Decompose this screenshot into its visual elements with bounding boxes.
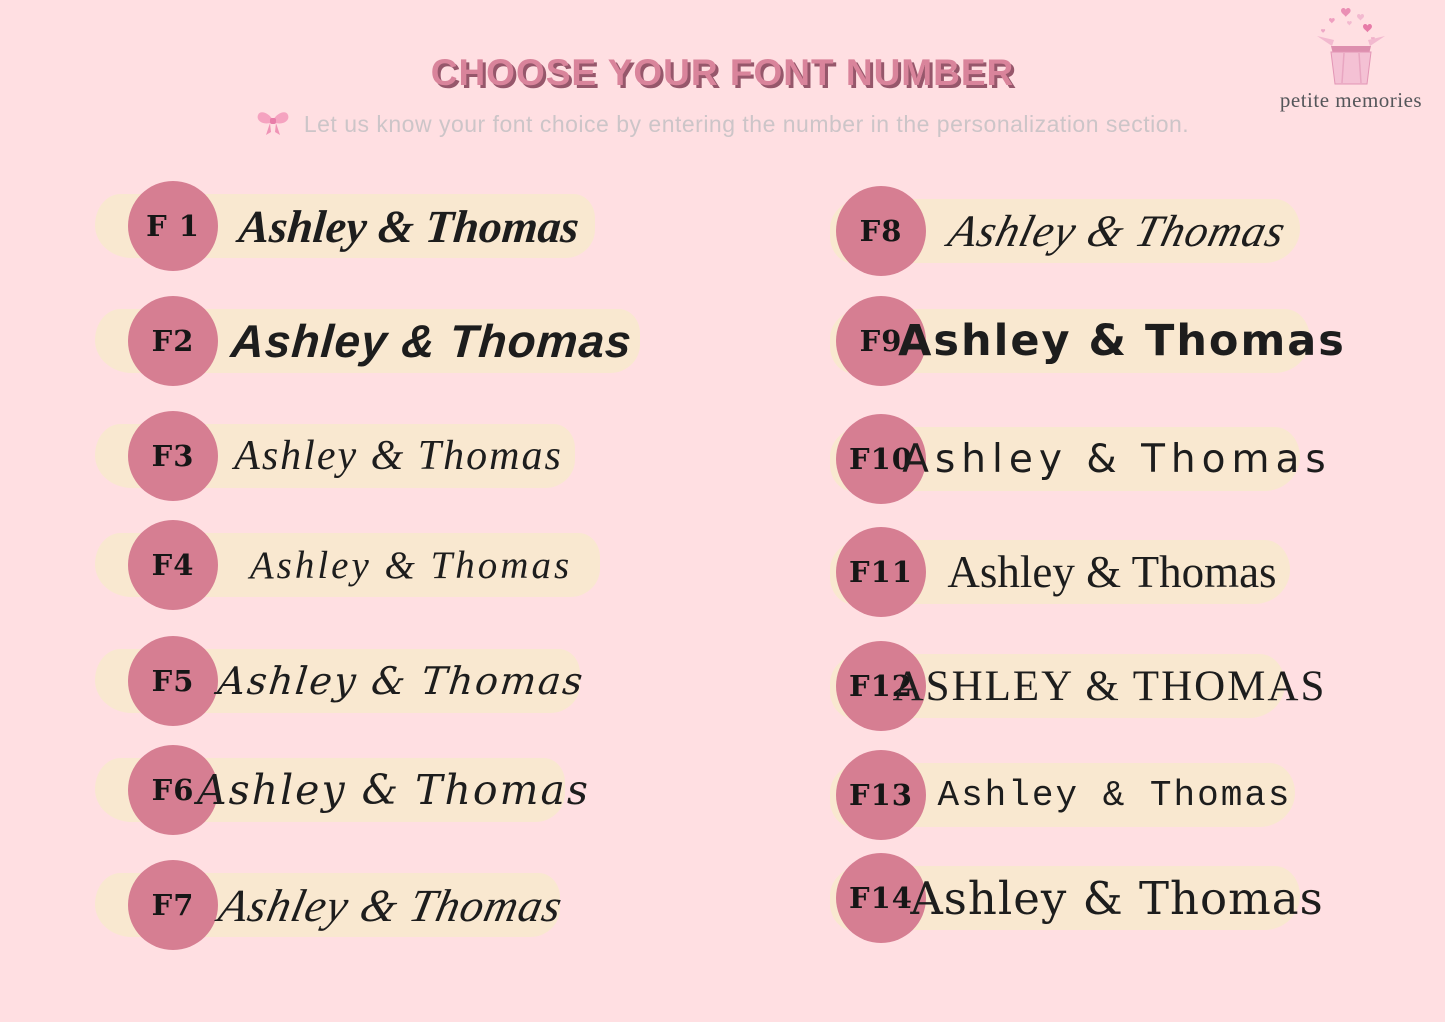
font-number-label: F11 <box>849 555 913 589</box>
font-sample-wrap: Ashley & Thomas <box>940 186 1294 276</box>
font-number-label: F9 <box>859 324 903 358</box>
font-number-label: F5 <box>151 664 195 698</box>
font-sample-wrap: Ashley & Thomas <box>910 853 1322 943</box>
font-sample-text: Ashley & Thomas <box>215 659 587 703</box>
subtitle-row: Let us know your font choice by entering… <box>0 104 1445 144</box>
font-number-badge: F3 <box>128 411 218 501</box>
font-number-label: F13 <box>849 778 913 812</box>
font-sample-wrap: Ashley & Thomas <box>940 527 1284 617</box>
font-sample-wrap: Ashley & Thomas <box>898 296 1344 386</box>
gift-box-with-hearts-icon <box>1263 8 1439 86</box>
font-sample-wrap: Ashley & Thomas <box>197 745 588 835</box>
font-number-label: F10 <box>849 442 913 476</box>
font-sample-text: ASHLEY & THOMAS <box>892 662 1327 710</box>
font-option-f6: F6 Ashley & Thomas <box>95 745 588 835</box>
brand-logo: petite memories <box>1263 8 1439 113</box>
font-number-badge: F9 <box>836 296 926 386</box>
font-sample-text: Ashley & Thomas <box>943 206 1291 256</box>
font-option-f8: F8 Ashley & Thomas <box>830 186 1300 276</box>
font-option-f13: F13 Ashley & Thomas <box>830 750 1295 840</box>
font-sample-text: Ashley & Thomas <box>910 871 1324 925</box>
font-option-f1: F 1 Ashley & Thomas <box>95 181 595 271</box>
font-sample-wrap: Ashley & Thomas <box>215 636 586 726</box>
font-number-label: F2 <box>151 324 195 358</box>
font-option-f5: F5 Ashley & Thomas <box>95 636 587 726</box>
font-option-f2: F2 Ashley & Thomas <box>95 296 640 386</box>
font-sample-text: Ashley & Thomas <box>947 547 1277 597</box>
font-option-f3: F3 Ashley & Thomas <box>95 411 575 501</box>
font-sample-wrap: ASHLEY & THOMAS <box>893 641 1325 731</box>
font-option-f9: F9 Ashley & Thomas <box>830 296 1344 386</box>
font-option-f14: F14 Ashley & Thomas <box>830 853 1323 943</box>
font-number-label: F12 <box>849 669 913 703</box>
font-sample-text: Ashley & Thomas <box>197 766 590 814</box>
font-number-label: F7 <box>151 888 195 922</box>
font-number-badge: F13 <box>836 750 926 840</box>
font-sample-text: Ashley & Thomas <box>236 200 581 252</box>
font-sample-text: Ashley & Thomas <box>234 433 563 479</box>
font-number-label: F3 <box>151 439 195 473</box>
font-number-badge: F8 <box>836 186 926 276</box>
font-sample-wrap: Ashley & Thomas <box>215 860 568 950</box>
font-number-label: F14 <box>849 881 913 915</box>
font-number-label: F4 <box>151 548 195 582</box>
font-number-badge: F2 <box>128 296 218 386</box>
font-sample-text: Ashley & Thomas <box>214 879 568 931</box>
font-sample-wrap: Ashley & Thomas <box>230 520 592 610</box>
font-option-f12: F12 ASHLEY & THOMAS <box>830 641 1325 731</box>
font-number-label: F6 <box>151 773 195 807</box>
font-option-f7: F7 Ashley & Thomas <box>95 860 568 950</box>
font-number-badge: F10 <box>836 414 926 504</box>
brand-name: petite memories <box>1279 88 1423 112</box>
font-number-badge: F11 <box>836 527 926 617</box>
font-number-badge: F12 <box>836 641 926 731</box>
font-sample-wrap: Ashley & Thomas <box>230 411 567 501</box>
font-number-badge: F7 <box>128 860 218 950</box>
font-sample-wrap: Ashley & Thomas <box>902 414 1325 504</box>
font-number-label: F 1 <box>146 209 200 243</box>
font-sample-wrap: Ashley & Thomas <box>228 296 634 386</box>
font-number-badge: F 1 <box>128 181 218 271</box>
font-number-badge: F4 <box>128 520 218 610</box>
font-sample-text: Ashley & Thomas <box>937 774 1292 816</box>
font-sample-text: Ashley & Thomas <box>228 315 634 367</box>
page-subtitle: Let us know your font choice by entering… <box>303 110 1190 137</box>
font-sample-text: Ashley & Thomas <box>898 316 1346 366</box>
font-number-badge: F5 <box>128 636 218 726</box>
font-option-f11: F11 Ashley & Thomas <box>830 527 1290 617</box>
font-option-f4: F4 Ashley & Thomas <box>95 520 600 610</box>
font-number-label: F8 <box>859 214 903 248</box>
font-number-badge: F6 <box>128 745 218 835</box>
page-title: CHOOSE YOUR FONT NUMBER <box>430 52 1015 93</box>
font-sample-text: Ashley & Thomas <box>249 543 573 587</box>
font-sample-wrap: Ashley & Thomas <box>937 750 1292 840</box>
font-number-badge: F14 <box>836 853 926 943</box>
bow-icon <box>256 107 290 142</box>
font-sample-text: Ashley & Thomas <box>902 436 1332 482</box>
font-sample-wrap: Ashley & Thomas <box>230 181 587 271</box>
font-option-f10: F10 Ashley & Thomas <box>830 414 1326 504</box>
